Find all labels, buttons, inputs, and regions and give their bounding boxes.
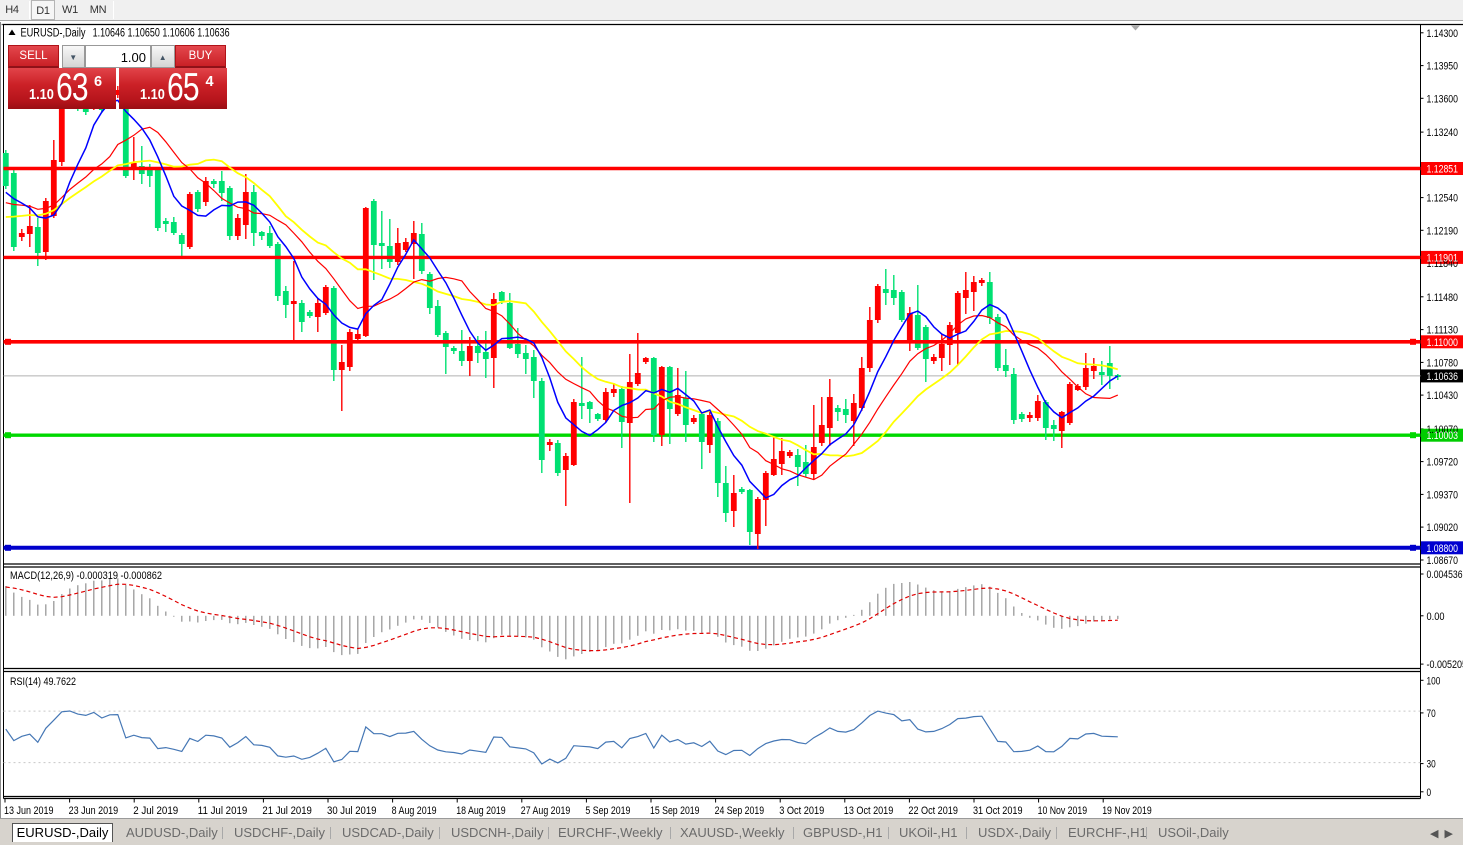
- svg-text:1.09020: 1.09020: [1427, 522, 1459, 534]
- svg-text:24 Sep 2019: 24 Sep 2019: [715, 805, 765, 817]
- svg-text:1.10003: 1.10003: [1427, 430, 1459, 442]
- svg-text:1.11840: 1.11840: [1427, 258, 1459, 270]
- svg-text:18 Aug 2019: 18 Aug 2019: [456, 805, 506, 817]
- svg-text:0.00: 0.00: [1427, 611, 1445, 623]
- svg-text:1.09720: 1.09720: [1427, 457, 1459, 469]
- svg-text:1.11901: 1.11901: [1427, 252, 1459, 264]
- svg-text:2 Jul 2019: 2 Jul 2019: [133, 805, 178, 817]
- svg-text:1.11130: 1.11130: [1427, 325, 1459, 337]
- svg-text:1.10430: 1.10430: [1427, 390, 1459, 402]
- svg-text:21 Jul 2019: 21 Jul 2019: [262, 805, 312, 817]
- svg-text:1.12851: 1.12851: [1427, 164, 1459, 176]
- svg-text:30 Jul 2019: 30 Jul 2019: [327, 805, 377, 817]
- svg-text:0.004536: 0.004536: [1427, 569, 1463, 581]
- svg-text:1.10070: 1.10070: [1427, 424, 1459, 436]
- svg-text:-0.005205: -0.005205: [1427, 659, 1463, 671]
- svg-text:1.13950: 1.13950: [1427, 61, 1459, 73]
- svg-text:1.10780: 1.10780: [1427, 357, 1459, 369]
- svg-text:1.11000: 1.11000: [1427, 337, 1459, 349]
- svg-text:19 Nov 2019: 19 Nov 2019: [1102, 805, 1152, 817]
- svg-text:5 Sep 2019: 5 Sep 2019: [585, 805, 630, 817]
- svg-text:15 Sep 2019: 15 Sep 2019: [650, 805, 700, 817]
- svg-text:10 Nov 2019: 10 Nov 2019: [1038, 805, 1088, 817]
- svg-text:13 Jun 2019: 13 Jun 2019: [4, 805, 54, 817]
- svg-text:3 Oct 2019: 3 Oct 2019: [779, 805, 824, 817]
- svg-text:30: 30: [1427, 759, 1436, 771]
- svg-text:RSI(14) 49.7622: RSI(14) 49.7622: [10, 676, 76, 688]
- svg-text:0: 0: [1427, 787, 1432, 799]
- svg-text:1.13600: 1.13600: [1427, 93, 1459, 105]
- svg-text:EURUSD-,Daily: EURUSD-,Daily: [21, 28, 86, 40]
- svg-text:100: 100: [1427, 675, 1441, 687]
- svg-text:11 Jul 2019: 11 Jul 2019: [198, 805, 248, 817]
- svg-text:1.08670: 1.08670: [1427, 555, 1459, 567]
- svg-text:31 Oct 2019: 31 Oct 2019: [973, 805, 1023, 817]
- svg-text:1.10636: 1.10636: [1427, 371, 1459, 383]
- svg-text:70: 70: [1427, 708, 1436, 720]
- svg-text:13 Oct 2019: 13 Oct 2019: [844, 805, 894, 817]
- svg-text:1.10646 1.10650 1.10606 1.1063: 1.10646 1.10650 1.10606 1.10636: [93, 28, 230, 40]
- svg-text:1.11480: 1.11480: [1427, 292, 1459, 304]
- svg-text:1.14300: 1.14300: [1427, 28, 1459, 40]
- svg-text:22 Oct 2019: 22 Oct 2019: [908, 805, 958, 817]
- svg-text:8 Aug 2019: 8 Aug 2019: [392, 805, 437, 817]
- svg-text:23 Jun 2019: 23 Jun 2019: [69, 805, 119, 817]
- svg-text:1.12190: 1.12190: [1427, 225, 1459, 237]
- svg-text:1.12540: 1.12540: [1427, 193, 1459, 205]
- svg-text:1.09370: 1.09370: [1427, 489, 1459, 501]
- svg-text:27 Aug 2019: 27 Aug 2019: [521, 805, 571, 817]
- svg-text:1.08800: 1.08800: [1427, 543, 1459, 555]
- svg-text:MACD(12,26,9) -0.000319 -0.000: MACD(12,26,9) -0.000319 -0.000862: [10, 570, 162, 582]
- svg-text:1.13240: 1.13240: [1427, 127, 1459, 139]
